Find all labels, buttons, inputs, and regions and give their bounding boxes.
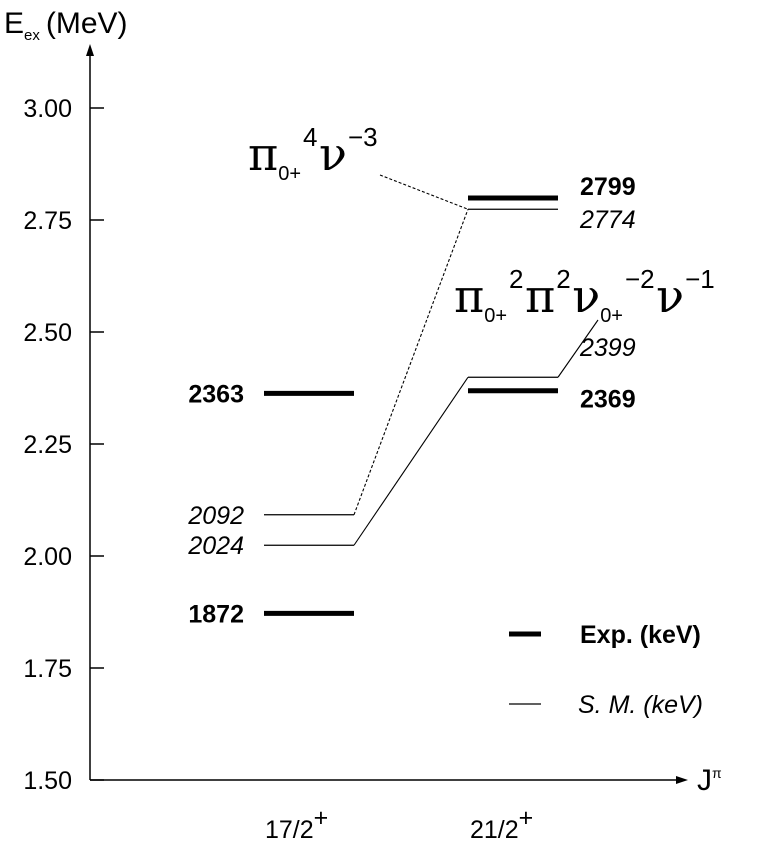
legend-sm-label: S. M. (keV) — [578, 691, 703, 719]
sm-level-label: 2024 — [187, 532, 244, 560]
category-label-group: 17/2+ 21/2+ — [265, 804, 533, 841]
x-category-label: 17/2+ — [265, 804, 328, 841]
config-superscript: −1 — [685, 264, 715, 294]
y-tick-label: 2.00 — [23, 543, 72, 571]
x-axis-title-sup: π — [712, 765, 722, 781]
legend-exp-label: Exp. (keV) — [580, 621, 701, 649]
y-axis-title-main: E — [4, 7, 24, 40]
y-axis-title-unit: (MeV) — [46, 7, 128, 40]
configuration-label-a: π0+4 ν−3 — [248, 122, 379, 185]
config-superscript: 2 — [556, 264, 570, 294]
config-symbol: ν — [572, 269, 600, 323]
x-category-label: 21/2+ — [470, 804, 533, 841]
config-symbol: π — [454, 269, 484, 323]
config-symbol: ν — [319, 127, 347, 181]
x-category-main: 17/2 — [265, 816, 314, 841]
y-tick-label: 1.50 — [23, 767, 72, 795]
y-tick-label: 2.75 — [23, 207, 72, 235]
x-category-sup: + — [519, 804, 534, 832]
sm-level-label: 2399 — [579, 334, 636, 362]
exp-level-label: 2363 — [188, 380, 244, 408]
x-category-main: 21/2 — [470, 816, 519, 841]
exp-level-label: 2369 — [580, 386, 636, 414]
y-tick-label: 1.75 — [23, 655, 72, 683]
y-axis-title-sub: ex — [24, 27, 40, 44]
x-axis-title-main: J — [697, 764, 712, 797]
dashed-connector — [353, 209, 469, 515]
config-symbol: ν — [656, 269, 684, 323]
y-axis-title: Eex (MeV) — [4, 7, 128, 44]
configuration-label-b: π0+2 π2 ν0+−2 ν−1 — [454, 264, 716, 327]
config-spacer — [378, 166, 380, 172]
config-spacer — [715, 308, 717, 314]
config-symbol: π — [525, 269, 555, 323]
y-tick-group: 1.50 1.75 2.00 2.25 2.50 2.75 3.00 — [23, 95, 104, 795]
exp-level-label: 1872 — [188, 600, 244, 628]
config-symbol: π — [248, 127, 278, 181]
x-axis-title: Jπ — [697, 764, 722, 797]
sm-level-label: 2774 — [579, 206, 636, 234]
config-superscript: 2 — [509, 264, 523, 294]
solid-connector — [353, 376, 469, 546]
y-tick-label: 3.00 — [23, 95, 72, 123]
y-tick-label: 2.50 — [23, 319, 72, 347]
y-axis-arrow — [86, 44, 94, 56]
config-a-leader — [379, 174, 469, 210]
connector-group — [353, 174, 599, 546]
config-subscript: 0+ — [278, 163, 301, 185]
x-category-sup: + — [314, 804, 329, 832]
config-superscript: 4 — [303, 122, 317, 152]
config-superscript: −3 — [348, 122, 378, 152]
configuration-group: π0+4 ν−3 π0+2 π2 ν0+−2 ν−1 — [248, 122, 716, 327]
x-axis-arrow — [676, 776, 688, 784]
y-tick-label: 2.25 — [23, 431, 72, 459]
config-b-leader — [557, 319, 599, 378]
config-superscript: −2 — [625, 264, 655, 294]
exp-level-label: 2799 — [580, 173, 636, 201]
sm-level-label: 2092 — [187, 502, 244, 530]
config-subscript: 0+ — [484, 305, 507, 327]
legend: Exp. (keV) S. M. (keV) — [509, 621, 703, 719]
config-subscript: 0+ — [600, 305, 623, 327]
